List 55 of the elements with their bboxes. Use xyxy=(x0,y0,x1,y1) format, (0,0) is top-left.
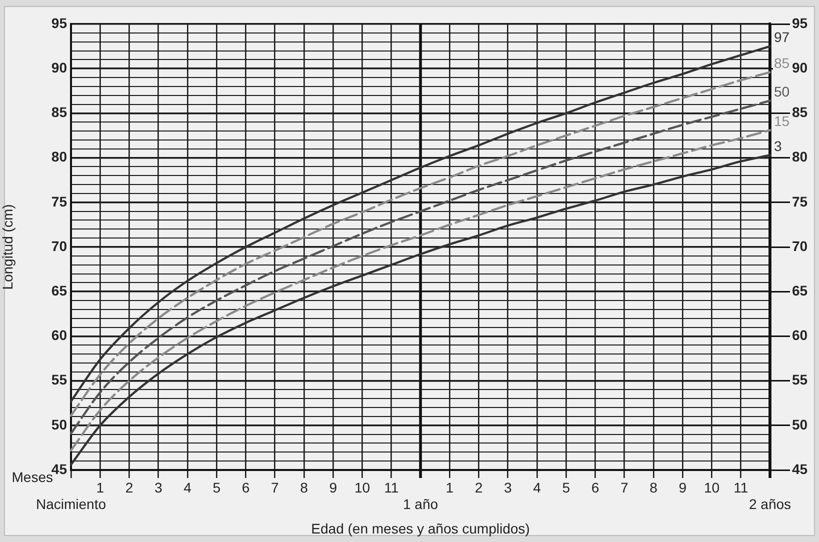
x-tick-label: 3 xyxy=(504,479,512,496)
y-tick-label: 75 xyxy=(51,193,68,210)
x-tick-label: 7 xyxy=(270,479,279,496)
y-tick-label: 55 xyxy=(51,372,68,388)
x-tick-label: 4 xyxy=(533,479,542,496)
x-tick-label: 8 xyxy=(300,479,308,496)
x-tick-label: 2 xyxy=(474,479,483,496)
y2-tick-label: 45 xyxy=(792,460,808,477)
y-tick-label: 65 xyxy=(51,282,68,298)
x-tick-label: 7 xyxy=(620,479,628,496)
x-tick-label: 5 xyxy=(562,479,570,496)
y-tick-label: 60 xyxy=(51,327,68,344)
series-label: 97 xyxy=(774,29,790,46)
x-tick-label: 2 años xyxy=(748,496,792,512)
y-tick-label: 45 xyxy=(51,460,68,477)
y2-tick-label: 85 xyxy=(792,104,808,120)
x-tick-label: 6 xyxy=(591,479,600,496)
x-tick-label: 1 xyxy=(96,479,104,496)
x-tick-label: 11 xyxy=(734,479,748,496)
y2-tick-label: 80 xyxy=(792,148,808,165)
x-tick-label: Nacimiento xyxy=(36,496,106,512)
y2-tick-label: 75 xyxy=(792,193,808,210)
x-tick-label: 1 xyxy=(446,479,454,496)
y2-tick-label: 55 xyxy=(792,372,808,388)
series-label: 15 xyxy=(774,113,790,130)
x-tick-label: 9 xyxy=(329,479,338,496)
y2-tick-label: 60 xyxy=(792,327,808,344)
x-tick-label: 2 xyxy=(125,479,134,496)
y-tick-label: 90 xyxy=(51,59,68,76)
x-tick-label: 10 xyxy=(354,479,370,496)
x-tick-label: 4 xyxy=(184,479,192,496)
x-tick-label: 3 xyxy=(154,479,162,496)
y-tick-label: 70 xyxy=(51,238,68,254)
y-tick-label: 80 xyxy=(51,148,68,165)
series-label: 50 xyxy=(774,84,790,100)
x-tick-label: 1 año xyxy=(402,496,438,512)
y2-tick-label: 50 xyxy=(792,416,808,432)
x-axis-title: Edad (en meses y años cumplidos) xyxy=(311,520,530,536)
x-tick-label: 8 xyxy=(650,479,658,496)
y-tick-label: 85 xyxy=(51,104,68,120)
text: Meses xyxy=(12,468,53,485)
x-tick-label: 6 xyxy=(242,479,250,496)
x-tick-label: 11 xyxy=(384,479,399,496)
series-label: 85 xyxy=(774,55,790,72)
y2-tick-label: 90 xyxy=(792,59,808,76)
series-label: 3 xyxy=(774,138,782,154)
x-tick-label: 9 xyxy=(678,479,687,496)
y2-tick-label: 65 xyxy=(792,282,808,298)
y-axis-title: Longitud (cm) xyxy=(0,204,16,290)
y-tick-label: 95 xyxy=(51,14,68,31)
x-tick-label: 5 xyxy=(212,479,221,496)
y2-tick-label: 95 xyxy=(792,14,808,31)
x-tick-label: 10 xyxy=(704,479,720,496)
y-tick-label: 50 xyxy=(51,416,68,432)
y2-tick-label: 70 xyxy=(792,238,808,254)
